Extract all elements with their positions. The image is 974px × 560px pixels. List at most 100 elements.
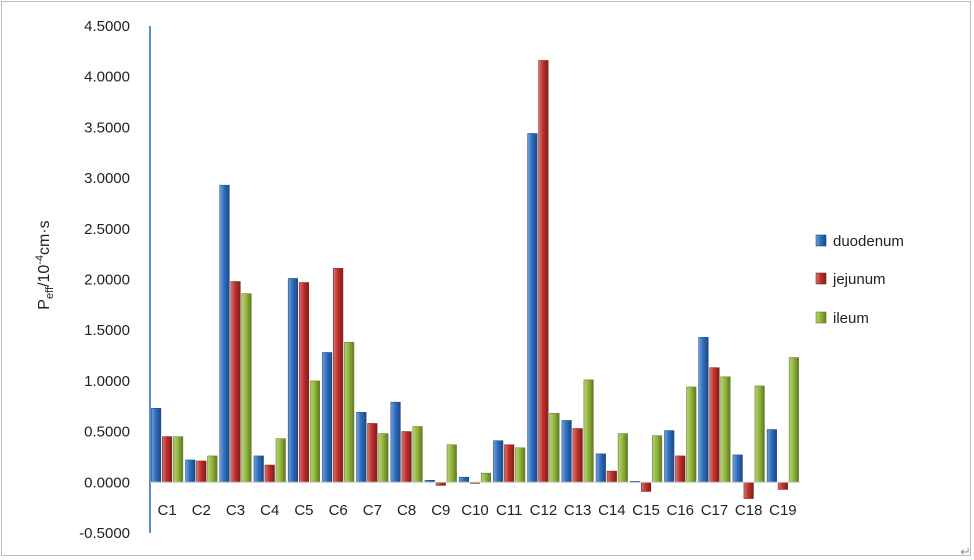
x-tick-label: C10 bbox=[461, 502, 489, 519]
y-tick-label: 0.5000 bbox=[84, 424, 130, 441]
y-tick-label: 1.0000 bbox=[84, 373, 130, 390]
bar-ileum-C7 bbox=[378, 433, 389, 483]
bar-jejunum-C6 bbox=[333, 268, 344, 483]
bar-duodenum-C5 bbox=[287, 278, 299, 483]
y-tick-label: 2.0000 bbox=[84, 272, 130, 289]
bar-jejunum-C4 bbox=[264, 464, 275, 483]
bar-duodenum-C17 bbox=[698, 336, 709, 483]
x-tick-label: C5 bbox=[294, 502, 313, 519]
bar-ileum-C17 bbox=[720, 376, 731, 483]
y-tick-label: 4.5000 bbox=[84, 18, 130, 35]
axes bbox=[149, 26, 800, 533]
x-tick-label: C3 bbox=[226, 502, 245, 519]
bar-jejunum-C2 bbox=[196, 460, 207, 483]
x-tick-label: C7 bbox=[363, 502, 382, 519]
y-tick-label: 3.0000 bbox=[84, 170, 130, 187]
legend-swatch-jejunum bbox=[815, 272, 827, 285]
bar-jejunum-C7 bbox=[367, 423, 378, 483]
bar-ileum-C2 bbox=[207, 455, 218, 483]
bars bbox=[151, 60, 799, 499]
bar-duodenum-C19 bbox=[766, 429, 777, 483]
x-tick-label: C18 bbox=[735, 502, 763, 519]
y-tick-label: 1.5000 bbox=[84, 322, 130, 339]
y-tick-labels: -0.5000 0.0000 0.5000 1.0000 1.5000 2.0000 2.5… bbox=[79, 18, 130, 542]
x-tick-label: C14 bbox=[598, 502, 626, 519]
bar-duodenum-C6 bbox=[322, 352, 333, 483]
y-axis-label: Peff/10-4cm·s bbox=[34, 220, 56, 309]
bar-ileum-C10 bbox=[480, 472, 492, 483]
bar-jejunum-C16 bbox=[675, 455, 686, 483]
x-tick-label: C17 bbox=[701, 502, 729, 519]
bar-jejunum-C1 bbox=[162, 436, 173, 483]
bar-duodenum-C13 bbox=[561, 420, 572, 483]
bar-ileum-C14 bbox=[617, 433, 628, 483]
bar-ileum-C6 bbox=[344, 342, 355, 483]
x-tick-label: C2 bbox=[192, 502, 211, 519]
x-tick-label: C16 bbox=[666, 502, 694, 519]
y-axis-label-sub: eff bbox=[44, 286, 56, 299]
bar-duodenum-C8 bbox=[390, 401, 401, 483]
legend-label-jejunum: jejunum bbox=[832, 271, 886, 288]
bar-ileum-C8 bbox=[412, 426, 423, 483]
bar-ileum-C18 bbox=[754, 385, 765, 483]
bar-ileum-C16 bbox=[686, 386, 697, 483]
y-tick-label: 0.0000 bbox=[84, 474, 130, 491]
x-tick-label: C8 bbox=[397, 502, 416, 519]
y-tick-label: 4.0000 bbox=[84, 69, 130, 86]
legend-swatch-duodenum bbox=[815, 234, 827, 247]
bar-ileum-C19 bbox=[788, 357, 799, 483]
bar-duodenum-C18 bbox=[732, 454, 743, 483]
bar-jejunum-C15 bbox=[640, 481, 652, 492]
bar-duodenum-C14 bbox=[595, 453, 606, 483]
x-tick-label: C11 bbox=[496, 502, 522, 519]
y-axis-label-rest2: cm·s bbox=[36, 220, 53, 255]
bar-duodenum-C4 bbox=[253, 455, 264, 483]
bar-ileum-C12 bbox=[549, 413, 560, 483]
legend-label-ileum: ileum bbox=[833, 310, 869, 327]
legend: duodenum jejunum ileum bbox=[815, 233, 904, 327]
bar-jejunum-C14 bbox=[606, 470, 617, 483]
bar-ileum-C9 bbox=[446, 444, 457, 483]
bar-ileum-C11 bbox=[515, 447, 526, 483]
y-tick-label: 3.5000 bbox=[84, 119, 130, 136]
y-axis-label-main: P bbox=[36, 299, 53, 310]
bar-ileum-C1 bbox=[173, 436, 184, 483]
bar-ileum-C13 bbox=[583, 379, 594, 483]
y-tick-label: -0.5000 bbox=[79, 525, 130, 542]
x-tick-label: C13 bbox=[564, 502, 592, 519]
legend-swatch-ileum bbox=[815, 311, 827, 324]
bar-jejunum-C3 bbox=[230, 281, 241, 483]
y-axis-label-sup: -4 bbox=[34, 255, 46, 265]
bar-jejunum-C12 bbox=[538, 60, 549, 483]
bar-duodenum-C10 bbox=[458, 476, 470, 483]
bar-ileum-C15 bbox=[651, 435, 663, 483]
x-tick-label: C19 bbox=[769, 502, 797, 519]
x-tick-label: C4 bbox=[260, 502, 279, 519]
bar-duodenum-C7 bbox=[356, 412, 367, 483]
bar-duodenum-C3 bbox=[219, 184, 230, 483]
legend-label-duodenum: duodenum bbox=[833, 233, 904, 250]
bar-ileum-C5 bbox=[309, 380, 321, 483]
bar-jejunum-C17 bbox=[709, 367, 720, 483]
y-tick-label: 2.5000 bbox=[84, 221, 130, 238]
bar-duodenum-C12 bbox=[527, 133, 538, 483]
bar-jejunum-C5 bbox=[298, 282, 310, 483]
return-symbol: ↵ bbox=[960, 545, 971, 560]
x-tick-labels: C1 C2 C3 C4 C5 C6 C7 C8 C9 C10 C11 C12 C13 C14 C15 C16 C… bbox=[158, 502, 797, 519]
y-axis-label-rest1: /10 bbox=[36, 265, 53, 287]
bar-duodenum-C11 bbox=[493, 440, 504, 483]
bar-duodenum-C16 bbox=[664, 430, 675, 483]
bar-jejunum-C18 bbox=[743, 481, 754, 499]
bar-jejunum-C11 bbox=[504, 444, 515, 483]
bar-jejunum-C8 bbox=[401, 431, 412, 483]
bar-duodenum-C2 bbox=[185, 459, 196, 483]
bar-ileum-C3 bbox=[241, 293, 252, 483]
bar-jejunum-C19 bbox=[777, 481, 788, 490]
x-tick-label: C1 bbox=[158, 502, 177, 519]
x-tick-label: C12 bbox=[530, 502, 558, 519]
x-tick-label: C6 bbox=[329, 502, 348, 519]
bar-ileum-C4 bbox=[275, 438, 286, 483]
